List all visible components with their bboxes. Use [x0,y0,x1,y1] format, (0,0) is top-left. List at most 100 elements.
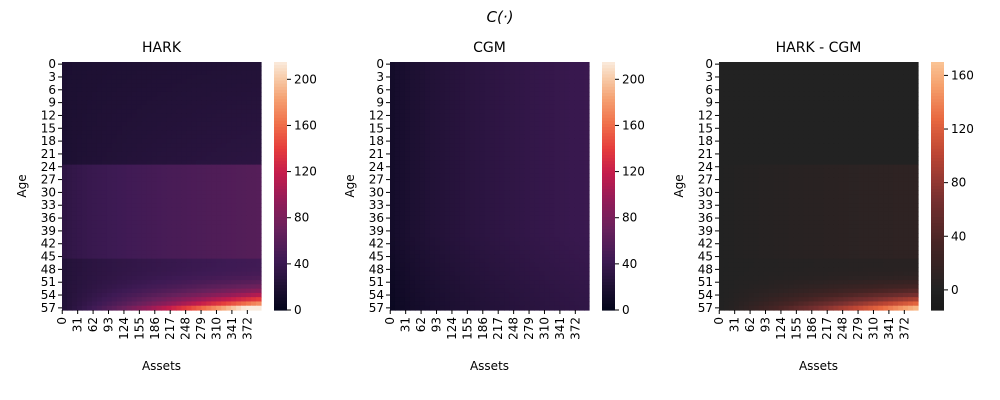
heatmap-cell [146,288,153,294]
heatmap-cell [509,288,515,294]
heatmap-cell [176,164,182,170]
heatmap-cell [206,100,212,106]
heatmap-cell [544,280,550,285]
heatmap-cells [62,62,262,311]
heatmap-cell [539,194,545,200]
heatmap-cell [454,207,461,213]
heatmap-cell [439,138,446,144]
heatmap-cell [241,177,247,183]
heatmap-cell [161,74,168,80]
heatmap-cell [449,121,456,127]
heatmap-cell [434,156,441,161]
heatmap-cell [554,258,560,264]
heatmap-cell [479,203,486,208]
heatmap-cell [554,177,560,183]
heatmap-cell [246,143,252,149]
heatmap-cell [176,113,182,119]
heatmap-cell [484,104,491,110]
heatmap-cell [454,96,461,102]
heatmap-cell [414,284,421,290]
heatmap-cell [256,275,262,281]
heatmap-cell [256,207,262,213]
heatmap-cell [529,126,535,132]
heatmap-cell [251,91,257,97]
heatmap-cell [251,87,257,93]
heatmap-cell [121,250,128,256]
heatmap-cell [524,186,530,191]
heatmap-cell [81,284,88,290]
heatmap-cell [449,194,456,200]
heatmap-cell [424,288,431,294]
heatmap-cell [499,143,506,149]
heatmap-cell [216,267,222,273]
heatmap-cell [76,70,83,76]
heatmap-cell [176,147,182,153]
heatmap-cell [236,228,242,234]
heatmap-cell [206,233,212,238]
heatmap-cell [584,96,590,102]
heatmap-cell [206,186,212,191]
heatmap-cell [449,215,456,221]
heatmap-cell [559,173,565,179]
colorbar-segment [602,102,615,106]
heatmap-cell [161,138,168,144]
heatmap-cell [394,271,401,277]
heatmap-cell [524,168,530,174]
heatmap-cell [76,250,83,256]
heatmap-cell [131,181,138,187]
colorbar-segment [602,220,615,224]
heatmap-cell [554,109,560,114]
heatmap-cell [146,203,153,208]
heatmap-cell [116,70,123,76]
heatmap-cell [116,262,123,268]
heatmap-cell [136,121,143,127]
heatmap-cell [514,126,520,132]
heatmap-cell [106,147,113,153]
heatmap-cell [251,151,257,157]
heatmap-cell [404,292,411,298]
heatmap-cell [474,79,481,84]
heatmap-cell [559,156,565,161]
heatmap-cell [161,301,168,307]
heatmap-cell [256,245,262,251]
heatmap-cell [469,237,476,243]
heatmap-cell [853,62,859,67]
heatmap-cell [509,91,515,97]
heatmap-cell [479,143,486,149]
heatmap-cell [81,104,88,110]
heatmap-cell [146,262,153,268]
heatmap-cell [62,109,68,114]
heatmap-cell [141,254,148,260]
heatmap-cell [559,87,565,93]
heatmap-cell [404,237,411,243]
heatmap-cell [251,267,257,273]
heatmap-cell [216,79,222,84]
heatmap-cell [81,250,88,256]
heatmap-cell [484,190,491,196]
heatmap-cell [499,220,506,226]
heatmap-cell [116,113,123,119]
heatmap-cell [549,241,555,247]
heatmap-cell [479,181,486,187]
heatmap-cell [236,138,242,144]
heatmap-cell [404,233,411,238]
heatmap-cell [444,194,451,200]
heatmap-cell [504,190,510,196]
heatmap-cell [76,220,83,226]
heatmap-cell [574,156,580,161]
heatmap-cell [231,297,237,303]
heatmap-cell [579,241,585,247]
heatmap-cell [101,203,108,208]
heatmap-cell [171,292,178,298]
heatmap-cell [424,237,431,243]
colorbar-segment [274,226,287,230]
heatmap-cell [494,151,501,157]
heatmap-cell [479,109,486,114]
heatmap-cell [559,104,565,110]
heatmap-cell [106,284,113,290]
heatmap-cell [116,160,123,166]
heatmap-cell [141,121,148,127]
heatmap-cell [141,215,148,221]
y-tick-label: 0 [376,57,384,71]
heatmap-cell [404,305,411,311]
